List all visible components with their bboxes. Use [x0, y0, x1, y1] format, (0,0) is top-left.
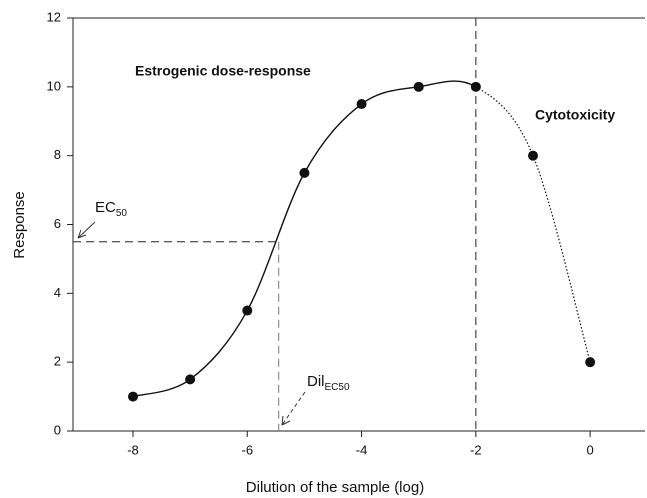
x-tick-label: 0	[587, 442, 594, 457]
y-tick-label: 2	[54, 354, 61, 369]
y-tick-label: 12	[47, 9, 61, 24]
data-point	[185, 374, 196, 385]
x-tick-label: -8	[127, 442, 139, 457]
annotation: EC50	[95, 199, 127, 219]
y-tick-label: 6	[54, 216, 61, 231]
data-point	[242, 305, 253, 316]
x-axis-label: Dilution of the sample (log)	[246, 479, 424, 496]
y-tick-label: 4	[54, 285, 61, 300]
annotation-sub: 50	[116, 208, 128, 219]
fit-curve	[475, 86, 591, 363]
data-point	[585, 357, 596, 368]
annotation-sub: EC50	[325, 382, 350, 393]
y-tick-label: 8	[54, 147, 61, 162]
data-point	[356, 99, 367, 110]
x-tick-label: -6	[242, 442, 254, 457]
fit-curve	[132, 80, 477, 398]
y-tick-label: 10	[47, 78, 61, 93]
y-axis-label: Response	[11, 191, 28, 259]
arrow-head	[281, 415, 291, 426]
data-point	[413, 81, 424, 92]
x-tick-label: -2	[470, 442, 482, 457]
annotation: Cytotoxicity	[535, 107, 615, 123]
arrow-head	[77, 229, 87, 239]
arrow	[281, 391, 306, 426]
annotation-text: Dil	[307, 373, 325, 390]
y-tick-label: 0	[54, 422, 61, 437]
annotation-text: EC	[95, 199, 116, 216]
data-point	[128, 391, 138, 402]
data-point	[470, 81, 481, 92]
data-point	[528, 150, 538, 161]
x-tick-label: -4	[356, 442, 368, 457]
arrow	[77, 221, 96, 239]
data-point	[299, 167, 310, 178]
annotation: Estrogenic dose-response	[135, 63, 311, 79]
annotation: DilEC50	[307, 373, 350, 393]
